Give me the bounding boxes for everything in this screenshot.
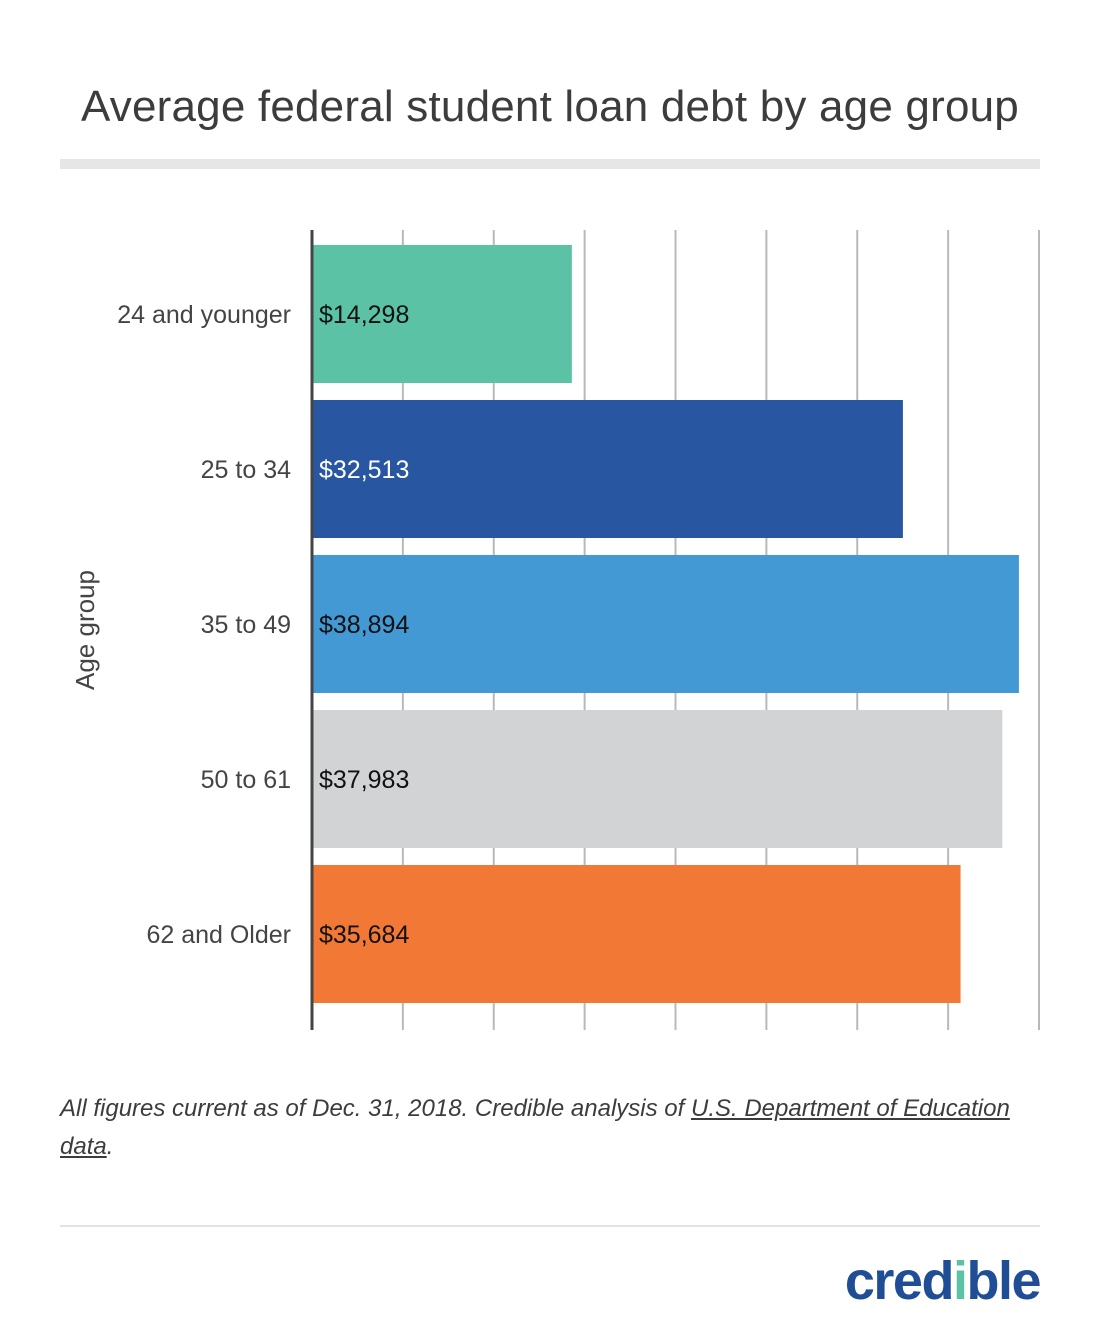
bar-series: $14,298 24 and younger $32,513 25 to 34 $38,… bbox=[117, 245, 1019, 1003]
category-tick-label: 50 to 61 bbox=[201, 766, 291, 794]
category-tick-label: 25 to 34 bbox=[201, 456, 291, 484]
bar bbox=[313, 710, 1003, 848]
bar bbox=[313, 555, 1019, 693]
y-axis-label: Age group bbox=[70, 570, 100, 690]
bar-value-label: $37,983 bbox=[319, 766, 409, 794]
bar-value-label: $32,513 bbox=[319, 456, 409, 484]
footnote-end: . bbox=[106, 1133, 114, 1160]
category-tick-label: 62 and Older bbox=[146, 921, 291, 949]
credible-logo: credible bbox=[844, 1250, 1042, 1312]
logo-text-prefix: cred bbox=[844, 1251, 955, 1311]
footnote: All figures current as of Dec. 31, 2018.… bbox=[60, 1090, 1020, 1166]
bar bbox=[313, 865, 961, 1003]
bar-value-label: $38,894 bbox=[319, 611, 409, 639]
bar-value-label: $35,684 bbox=[319, 921, 409, 949]
footnote-text: All figures current as of Dec. 31, 2018.… bbox=[60, 1095, 691, 1122]
source-link[interactable]: U.S. Department of Education data bbox=[60, 1095, 1010, 1160]
title-divider bbox=[60, 159, 1040, 169]
chart-title: Average federal student loan debt by age… bbox=[81, 82, 1019, 131]
bar bbox=[313, 245, 572, 383]
logo-text-dot: i bbox=[952, 1251, 968, 1311]
bar-chart: $14,298 24 and younger $32,513 25 to 34 $38,… bbox=[70, 230, 1040, 1030]
logo-text-suffix: ble bbox=[966, 1251, 1041, 1311]
bar bbox=[313, 400, 903, 538]
footer-divider bbox=[60, 1225, 1040, 1227]
bar-value-label: $14,298 bbox=[319, 301, 409, 329]
category-tick-label: 24 and younger bbox=[117, 301, 291, 329]
category-tick-label: 35 to 49 bbox=[201, 611, 291, 639]
